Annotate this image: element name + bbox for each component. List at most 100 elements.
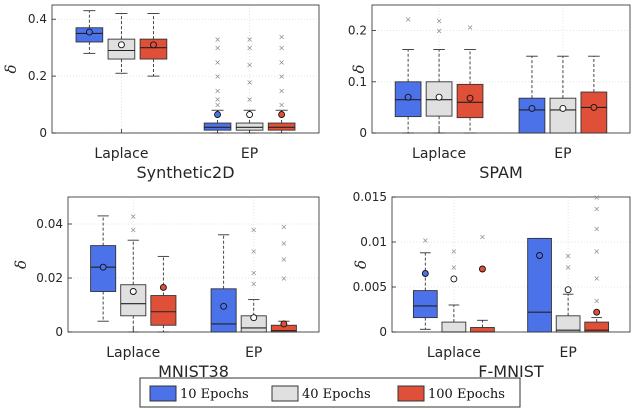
x-tick-label: EP (241, 146, 258, 162)
outlier-marker: × (130, 212, 137, 221)
box-100-epochs-ep: × × × × × × (267, 32, 296, 134)
y-tick-label: 0.005 (353, 280, 387, 294)
box-10-epochs-laplace (90, 215, 117, 322)
y-tick-label: 0.2 (28, 69, 47, 83)
x-tick-label: EP (559, 345, 576, 361)
box-body (549, 97, 577, 134)
outlier-marker: × (250, 225, 257, 234)
y-tick-label: 0 (379, 325, 387, 339)
outlier-marker: × (250, 247, 257, 256)
outlier-marker: × (214, 44, 221, 53)
mean-marker (435, 93, 443, 101)
mean-marker (117, 41, 125, 49)
box-body (555, 315, 581, 333)
outlier-marker: × (214, 95, 221, 104)
x-tick-label: EP (554, 146, 571, 162)
mean-marker (129, 288, 137, 295)
box-body (425, 81, 453, 117)
legend-swatch-10-epochs (149, 385, 177, 402)
outlier-marker: × (250, 269, 257, 278)
chart-title: Synthetic2D (136, 163, 234, 182)
outlier-marker: × (479, 233, 486, 242)
box-40-epochs-laplace (107, 13, 136, 74)
box-body (580, 91, 608, 134)
legend-frame (139, 377, 521, 408)
mean-marker (278, 111, 286, 118)
box-100-epochs-ep (580, 55, 608, 134)
y-tick-label: 0 (39, 126, 47, 140)
legend-label-10-epochs: 10 Epochs (180, 387, 249, 402)
outlier-marker: × (593, 274, 600, 283)
mean-marker (559, 104, 567, 112)
y-tick-label: 0 (55, 325, 63, 339)
legend: 10 Epochs 40 Epochs 100 Epochs (139, 377, 521, 408)
outlier-marker: × (278, 72, 285, 81)
box-body (527, 237, 552, 333)
legend-label-100-epochs: 100 Epochs (428, 387, 505, 402)
axes-frame (391, 196, 631, 333)
box-40-epochs-ep: ××××× (235, 35, 264, 134)
y-tick-label: 0 (359, 126, 367, 140)
mean-marker (466, 94, 474, 102)
x-tick-label: EP (245, 345, 262, 361)
x-tick-label: Laplace (106, 345, 160, 361)
y-tick-label: 0.02 (36, 271, 63, 285)
outlier-marker: × (278, 101, 285, 110)
y-axis-label: δ (12, 260, 30, 269)
outlier-marker: × (281, 223, 288, 232)
box-body (107, 38, 136, 60)
outlier-marker: × (593, 225, 600, 234)
box-100-epochs-ep: × × × × (270, 223, 297, 333)
box-body (518, 97, 546, 134)
y-tick-label: 0.01 (360, 235, 387, 249)
mean-marker (246, 111, 254, 118)
box-body (210, 288, 237, 333)
mean-marker (214, 111, 221, 118)
box-body (235, 122, 264, 131)
mean-marker (250, 314, 258, 322)
outlier-marker: × (214, 101, 221, 110)
outlier-marker: × (451, 247, 458, 256)
mean-marker (450, 275, 458, 283)
outlier-marker: × (246, 44, 253, 53)
outlier-marker: × (246, 95, 253, 104)
x-tick-label: Laplace (427, 345, 481, 361)
outlier-marker: × (278, 86, 285, 95)
outlier-marker: × (436, 16, 443, 25)
y-axis-label: δ (350, 64, 368, 73)
outlier-marker: × (405, 15, 412, 24)
box-100-epochs-laplace: × (470, 233, 495, 333)
outlier-marker: × (214, 72, 221, 81)
mean-marker (528, 104, 536, 112)
outlier-marker: × (436, 27, 443, 36)
box-100-epochs-laplace: × (456, 23, 484, 134)
outlier-marker: × (593, 193, 600, 202)
y-tick-label: 0.015 (353, 190, 387, 204)
outlier-marker: × (593, 297, 600, 306)
box-40-epochs-laplace: ×× (441, 247, 467, 333)
box-body (456, 83, 484, 119)
mean-marker (536, 252, 544, 259)
box-40-epochs-ep: ×××× (240, 225, 267, 333)
outlier-marker: × (593, 205, 600, 214)
mean-marker (150, 41, 157, 49)
axes-frame (371, 4, 631, 134)
box-10-epochs-ep: ××××××× (203, 35, 232, 134)
box-40-epochs-ep: ×× (555, 252, 581, 333)
axes-frame (67, 196, 320, 333)
outlier-marker: × (246, 61, 253, 70)
outlier-marker: × (281, 274, 288, 283)
mean-marker (564, 286, 572, 294)
legend-label-40-epochs: 40 Epochs (302, 387, 371, 402)
legend-swatch-40-epochs (271, 385, 299, 402)
box-10-epochs-ep (527, 237, 552, 333)
box-40-epochs-ep (549, 55, 577, 134)
outlier-marker: × (214, 35, 221, 44)
chart-title: SPAM (479, 163, 523, 182)
chart-title: F-MNIST (478, 362, 544, 381)
outlier-marker: × (565, 263, 572, 272)
